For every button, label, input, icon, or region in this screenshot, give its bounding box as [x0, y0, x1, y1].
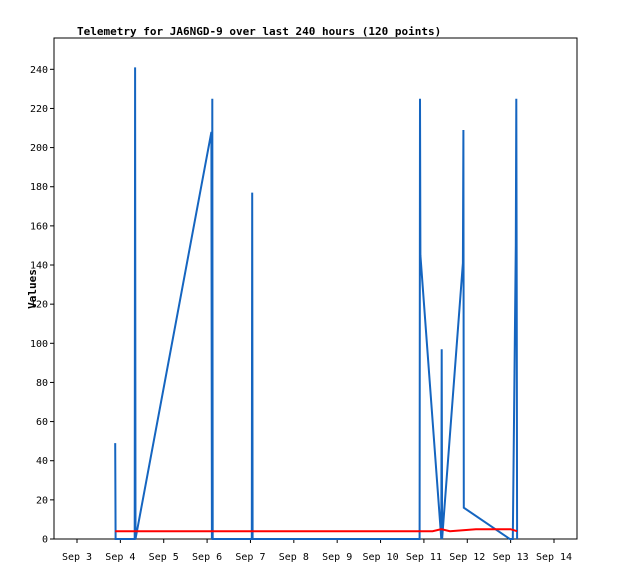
x-axis: Sep 3 Sep 4 Sep 5 Sep 6 Sep 7 Sep 8 Sep 9 Sep 1… [62, 539, 572, 563]
x-tick-label: Sep 11 [406, 552, 442, 563]
y-tick-label: 100 [30, 339, 48, 350]
x-tick-label: Sep 4 [105, 552, 135, 563]
y-tick-label: 20 [36, 495, 48, 506]
y-tick-label: 120 [30, 300, 48, 311]
x-tick-label: Sep 5 [149, 552, 179, 563]
y-axis: 0 20 40 60 80 100 120 140 160 180 200 220 240 [30, 65, 54, 546]
y-tick-label: 220 [30, 104, 48, 115]
x-tick-label: Sep 13 [493, 552, 529, 563]
x-tick-label: Sep 3 [62, 552, 92, 563]
series-layer [114, 67, 519, 540]
y-tick-label: 40 [36, 456, 48, 467]
y-tick-label: 200 [30, 143, 48, 154]
x-tick-label: Sep 6 [192, 552, 222, 563]
x-tick-label: Sep 14 [536, 552, 572, 563]
series-line-red [115, 528, 518, 533]
x-tick-label: Sep 7 [235, 552, 265, 563]
x-tick-label: Sep 9 [322, 552, 352, 563]
y-tick-label: 0 [42, 535, 48, 546]
x-tick-label: Sep 12 [449, 552, 485, 563]
y-tick-label: 160 [30, 221, 48, 232]
y-tick-label: 140 [30, 261, 48, 272]
y-tick-label: 60 [36, 417, 48, 428]
y-tick-label: 80 [36, 378, 48, 389]
y-axis-label: Values [26, 269, 39, 309]
x-tick-label: Sep 10 [362, 552, 398, 563]
y-tick-label: 180 [30, 182, 48, 193]
x-tick-label: Sep 8 [279, 552, 309, 563]
plot-area [53, 37, 578, 540]
series-line-blue [114, 67, 519, 540]
chart-title: Telemetry for JA6NGD-9 over last 240 hou… [77, 25, 441, 38]
y-tick-label: 240 [30, 65, 48, 76]
